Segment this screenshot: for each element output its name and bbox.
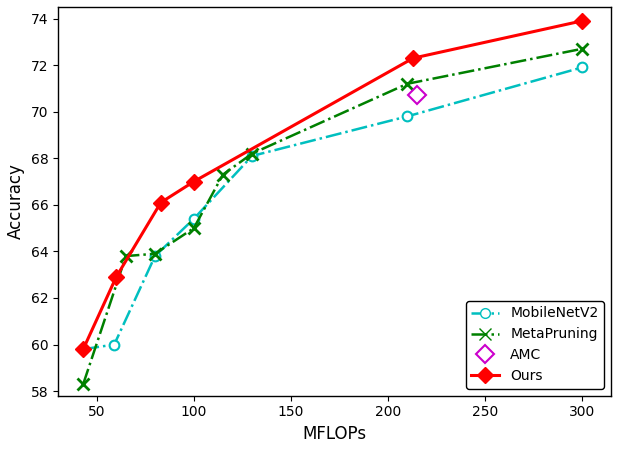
Legend: MobileNetV2, MetaPruning, AMC, Ours: MobileNetV2, MetaPruning, AMC, Ours <box>466 301 604 389</box>
X-axis label: MFLOPs: MFLOPs <box>302 425 366 443</box>
Y-axis label: Accuracy: Accuracy <box>7 163 25 239</box>
